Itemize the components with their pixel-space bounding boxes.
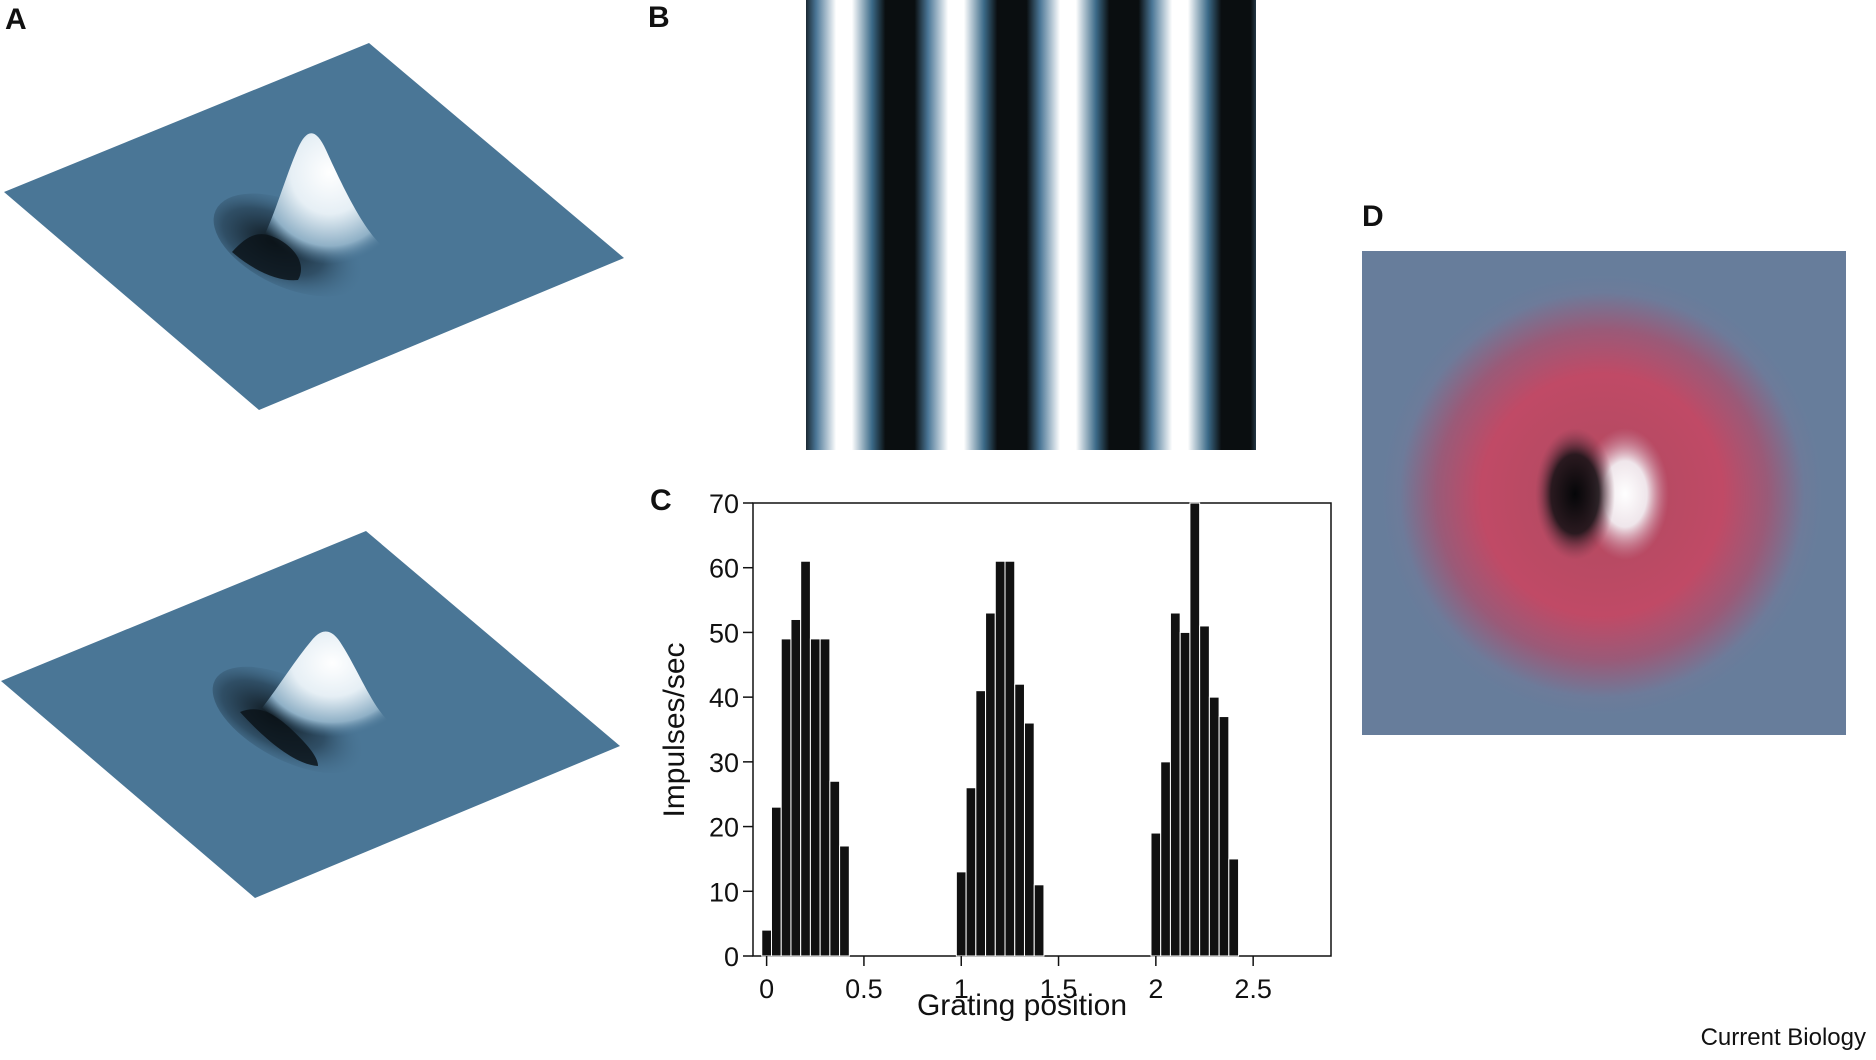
histogram-bar	[965, 787, 977, 957]
surface-top	[4, 43, 624, 410]
histogram-bar	[955, 871, 967, 957]
x-tick-label: 0	[759, 974, 774, 1004]
panel-a-figure	[1, 43, 624, 898]
panel-b-grating	[806, 0, 1256, 450]
panel-label-a: A	[5, 3, 27, 36]
histogram-bar	[780, 638, 792, 957]
x-axis-label: Grating position	[917, 989, 1127, 1022]
histogram-bar	[809, 638, 821, 957]
bars-layer	[761, 502, 1240, 957]
histogram-bar	[1004, 560, 1016, 957]
histogram-bar	[994, 560, 1006, 957]
panel-label-c: C	[650, 484, 672, 517]
histogram-bar	[1228, 858, 1240, 957]
y-tick-label: 0	[724, 942, 739, 972]
journal-credit: Current Biology	[1700, 1024, 1866, 1051]
histogram-bar	[1189, 502, 1201, 957]
x-axis-ticks: 0 0.5 1 1.5 2 2.5	[759, 956, 1272, 1004]
panel-label-b: B	[648, 1, 670, 34]
histogram-bar	[819, 638, 831, 957]
y-axis-label: Impulses/sec	[658, 642, 691, 817]
histogram-bar	[770, 806, 782, 957]
x-tick-label: 2.5	[1234, 974, 1272, 1004]
y-tick-label: 30	[709, 748, 739, 778]
histogram-bar	[1169, 612, 1181, 957]
histogram-bar	[800, 560, 811, 957]
histogram-bar	[790, 618, 802, 957]
histogram-bar	[975, 690, 987, 957]
histogram-bar	[1033, 884, 1045, 957]
y-tick-label: 40	[709, 683, 739, 713]
x-tick-label: 0.5	[845, 974, 883, 1004]
histogram-bar	[1208, 696, 1220, 957]
x-tick-label: 1.5	[1040, 974, 1078, 1004]
surface-top-dark-side	[232, 234, 301, 281]
panel-label-d: D	[1362, 200, 1384, 233]
y-tick-label: 20	[709, 813, 739, 843]
histogram-bar	[1179, 631, 1191, 957]
y-axis-ticks: 0 10 20 30 40 50 60 70	[709, 489, 753, 972]
surface-top-peak	[262, 133, 385, 265]
surface-bottom	[1, 531, 620, 898]
histogram-bar	[1218, 716, 1230, 957]
y-tick-label: 50	[709, 618, 739, 648]
y-tick-label: 70	[709, 489, 739, 519]
histogram-bar	[1150, 832, 1162, 957]
grating-pattern	[806, 0, 1256, 450]
panel-d-map	[1362, 251, 1846, 735]
y-tick-label: 10	[709, 877, 739, 907]
surface-bottom-peak	[262, 631, 390, 737]
histogram-bar	[839, 845, 850, 957]
surface-bottom-dark-side	[240, 709, 318, 766]
panel-c-histogram: 0 10 20 30 40 50 60 70 0 0.5 1 1.5 2 2.5 Grating pos…	[658, 489, 1332, 1022]
map-dark-lobe	[1535, 428, 1615, 560]
x-tick-label: 2	[1148, 974, 1163, 1004]
histogram-bar	[985, 612, 996, 957]
histogram-bar	[1023, 722, 1035, 957]
histogram-bar	[829, 780, 841, 957]
histogram-bar	[1160, 761, 1171, 957]
histogram-bar	[1199, 625, 1210, 957]
histogram-bar	[761, 929, 772, 957]
y-tick-label: 60	[709, 554, 739, 584]
x-tick-label: 1	[954, 974, 969, 1004]
histogram-bar	[1014, 683, 1025, 957]
